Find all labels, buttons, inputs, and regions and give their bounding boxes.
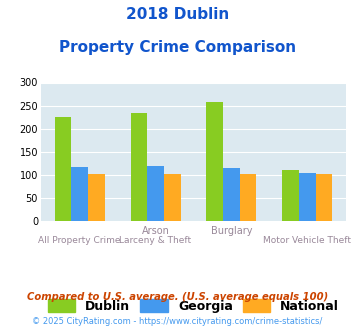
- Legend: Dublin, Georgia, National: Dublin, Georgia, National: [43, 294, 344, 317]
- Text: Arson: Arson: [142, 226, 169, 236]
- Text: 2018 Dublin: 2018 Dublin: [126, 7, 229, 21]
- Bar: [71, 167, 88, 221]
- Bar: [164, 174, 181, 221]
- Bar: [147, 166, 164, 221]
- Bar: [88, 174, 105, 221]
- Bar: [299, 173, 316, 221]
- Text: Motor Vehicle Theft: Motor Vehicle Theft: [263, 236, 351, 245]
- Bar: [282, 170, 299, 221]
- Bar: [206, 102, 223, 221]
- Bar: [223, 168, 240, 221]
- Text: Larceny & Theft: Larceny & Theft: [120, 236, 192, 245]
- Text: All Property Crime: All Property Crime: [38, 236, 121, 245]
- Text: Compared to U.S. average. (U.S. average equals 100): Compared to U.S. average. (U.S. average …: [27, 292, 328, 302]
- Text: © 2025 CityRating.com - https://www.cityrating.com/crime-statistics/: © 2025 CityRating.com - https://www.city…: [32, 317, 323, 326]
- Bar: [55, 117, 71, 221]
- Bar: [316, 174, 332, 221]
- Bar: [240, 174, 256, 221]
- Text: Property Crime Comparison: Property Crime Comparison: [59, 40, 296, 54]
- Bar: [131, 113, 147, 221]
- Text: Burglary: Burglary: [211, 226, 252, 236]
